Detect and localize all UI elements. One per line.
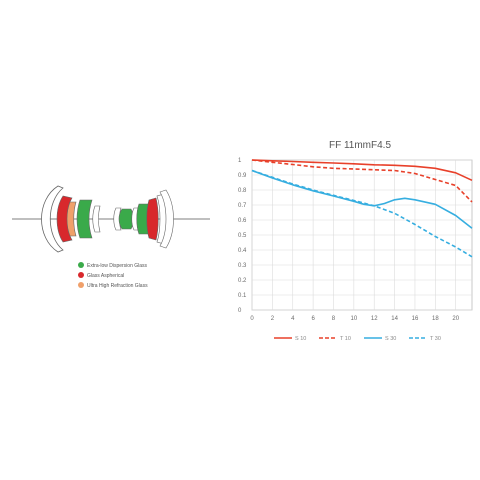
y-tick-label: 0.3 bbox=[238, 263, 247, 269]
lens-legend: Extra-low Dispersion Glass Glass Aspheri… bbox=[78, 262, 148, 289]
legend-label: T 30 bbox=[430, 336, 441, 342]
lens-element-12 bbox=[159, 189, 174, 249]
series-lines bbox=[251, 159, 473, 258]
legend-label: T 10 bbox=[340, 336, 351, 342]
y-tick-label: 1 bbox=[238, 158, 242, 164]
series-line-t-10 bbox=[251, 159, 473, 203]
x-tick-label: 20 bbox=[452, 316, 459, 322]
legend-dot-ed bbox=[78, 262, 84, 268]
lens-element-1 bbox=[41, 185, 64, 253]
lens-element-5 bbox=[92, 205, 101, 233]
legend-dot-uhr bbox=[78, 282, 84, 288]
chart-title: FF 11mmF4.5 bbox=[329, 140, 391, 151]
series-line-s-30 bbox=[251, 169, 473, 229]
x-tick-label: 8 bbox=[332, 316, 336, 322]
y-tick-label: 0.7 bbox=[238, 203, 247, 209]
x-tick-label: 18 bbox=[432, 316, 439, 322]
x-axis-ticks: 0 2 4 6 8 10 12 14 16 18 20 bbox=[250, 316, 459, 322]
y-tick-label: 0 bbox=[238, 308, 242, 314]
x-tick-label: 0 bbox=[250, 316, 254, 322]
y-tick-label: 0.8 bbox=[238, 188, 247, 194]
x-tick-label: 6 bbox=[311, 316, 315, 322]
y-tick-label: 0.4 bbox=[238, 248, 247, 254]
y-tick-label: 0.6 bbox=[238, 218, 247, 224]
y-tick-label: 0.9 bbox=[238, 173, 247, 179]
x-tick-label: 2 bbox=[271, 316, 275, 322]
lens-element-4-ed bbox=[76, 199, 93, 239]
x-tick-label: 14 bbox=[391, 316, 398, 322]
legend-label-uhr: Ultra High Refraction Glass bbox=[87, 283, 148, 289]
legend-label-ed: Extra-low Dispersion Glass bbox=[87, 263, 148, 269]
series-line-s-10 bbox=[251, 159, 473, 182]
chart-legend: S 10 T 10 S 30 T 30 bbox=[274, 336, 441, 342]
legend-label: S 10 bbox=[295, 336, 306, 342]
legend-dot-aspherical bbox=[78, 272, 84, 278]
lens-element-3-uhr bbox=[66, 201, 77, 237]
y-axis-ticks: 0 0.1 0.2 0.3 0.4 0.5 0.6 0.7 0.8 0.9 1 bbox=[238, 158, 247, 314]
series-line-t-30 bbox=[251, 169, 473, 258]
legend-label: S 30 bbox=[385, 336, 396, 342]
x-tick-label: 4 bbox=[291, 316, 295, 322]
lens-element-10-aspherical bbox=[146, 197, 159, 241]
x-tick-label: 12 bbox=[371, 316, 378, 322]
x-tick-label: 16 bbox=[412, 316, 419, 322]
y-tick-label: 0.1 bbox=[238, 293, 247, 299]
y-tick-label: 0.2 bbox=[238, 278, 247, 284]
y-tick-label: 0.5 bbox=[238, 233, 247, 239]
grid bbox=[251, 159, 472, 311]
legend-label-aspherical: Glass Aspherical bbox=[87, 273, 124, 279]
x-tick-label: 10 bbox=[351, 316, 358, 322]
